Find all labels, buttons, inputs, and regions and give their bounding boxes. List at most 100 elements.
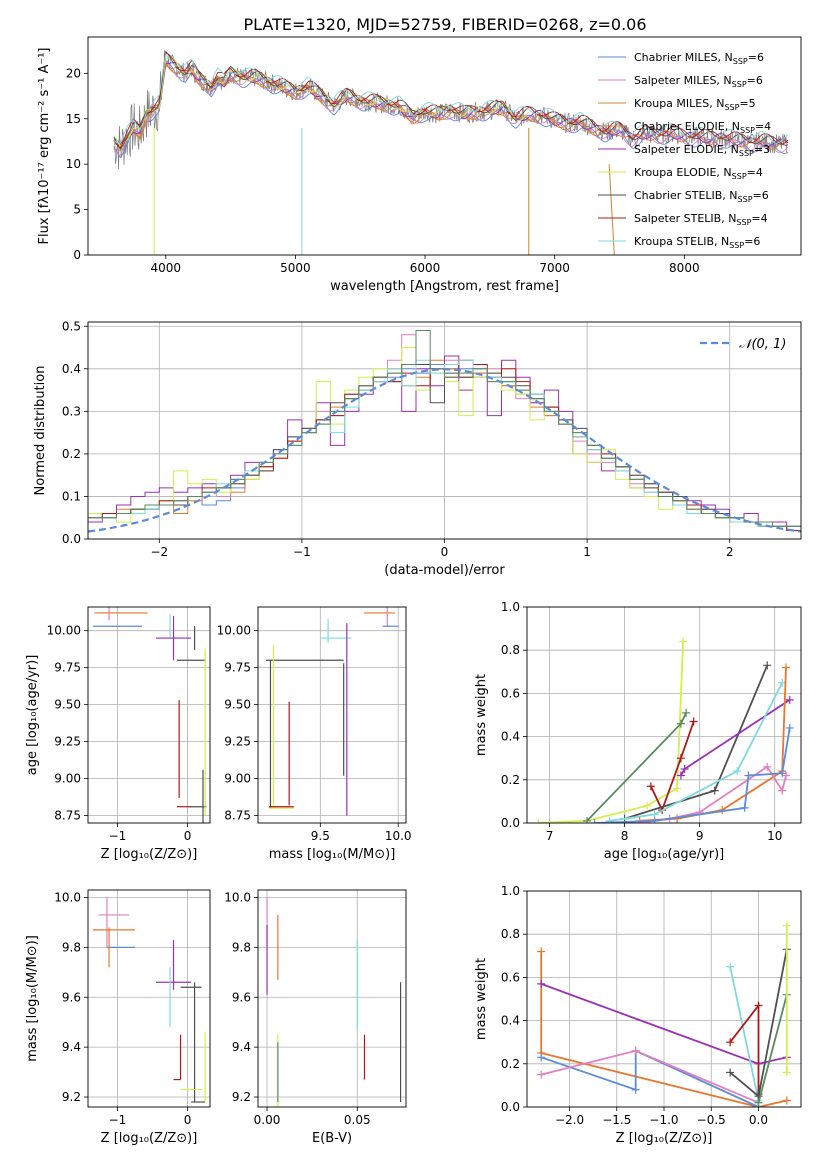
- x-tick-label: 6000: [410, 261, 441, 275]
- data-point-marker: [583, 816, 592, 823]
- legend-subscript: SSP: [736, 218, 751, 227]
- data-point-marker: [680, 765, 689, 773]
- x-axis-label: age [log₁₀(age/yr)]: [604, 847, 725, 862]
- y-tick-label: 15: [66, 112, 81, 126]
- panel-spectrum: 4000 5000 6000 7000 8000 0 5 10 15 20 wavelength […: [37, 36, 802, 294]
- x-axis-label: E(B-V): [312, 1131, 352, 1146]
- data-point-marker: [537, 947, 546, 956]
- data-point-marker: [689, 717, 698, 726]
- y-tick-label: 9.2: [232, 1090, 251, 1104]
- legend-text: Chabrier STELIB, N: [634, 189, 738, 202]
- y-axis-label: mass weight: [474, 674, 489, 756]
- legend-count: =3: [754, 143, 770, 156]
- observed-spectrum: [113, 50, 788, 170]
- mass-weight-series: [540, 1049, 759, 1104]
- plot-area: [265, 607, 399, 816]
- y-axis-label: mass weight: [474, 958, 489, 1040]
- panel-mass_vs_ebv: 0.00 0.05 9.2 9.4 9.6 9.8 10.0 E(B-V): [224, 889, 407, 1146]
- data-point-marker: [646, 782, 655, 791]
- y-tick-label: 9.4: [232, 1040, 251, 1054]
- data-point-marker: [631, 1046, 640, 1055]
- y-tick-label: 9.6: [62, 990, 81, 1004]
- y-tick-label: 1.0: [501, 884, 520, 898]
- plot-area: [534, 637, 794, 823]
- x-tick-label: 0: [441, 545, 449, 559]
- plot-area: [113, 50, 789, 255]
- x-tick-label: 1: [583, 545, 591, 559]
- data-point-marker: [781, 663, 790, 672]
- x-tick-label: 0.0: [749, 1113, 768, 1127]
- legend-subscript: SSP: [729, 241, 744, 250]
- x-tick-label: −1.0: [649, 1113, 678, 1127]
- legend-count: =6: [744, 235, 760, 248]
- y-tick-label: 0.2: [501, 773, 520, 787]
- data-point-marker: [726, 962, 735, 971]
- legend-text: Chabrier ELODIE, N: [634, 120, 740, 133]
- legend-entry: Kroupa STELIB, NSSP=6: [634, 235, 760, 250]
- axes-frame: [257, 606, 407, 824]
- y-tick-label: 0.8: [501, 643, 520, 657]
- panel-mass_vs_Z: −1 0 9.2 9.4 9.6 9.8 10.0 Z [log₁₀(Z/Z⊙)] mass […: [25, 889, 211, 1146]
- x-tick-label: 9.5: [311, 829, 330, 843]
- x-tick-label: −2: [150, 545, 168, 559]
- data-point-marker: [763, 661, 772, 670]
- data-point-marker: [782, 1068, 791, 1077]
- legend-subscript: SSP: [739, 149, 754, 158]
- x-tick-label: −1: [109, 829, 127, 843]
- axes-frame: [526, 890, 802, 1108]
- legend-entry: Kroupa MILES, NSSP=5: [634, 97, 756, 112]
- plot-area: [92, 897, 206, 1103]
- y-tick-label: 9.75: [224, 661, 251, 675]
- legend-text: Salpeter ELODIE, N: [634, 143, 739, 156]
- y-tick-label: 9.4: [62, 1040, 81, 1054]
- model-spectrum: [113, 52, 789, 144]
- y-tick-label: 10.0: [224, 890, 251, 904]
- legend-entry: Salpeter ELODIE, NSSP=3: [634, 143, 770, 158]
- x-tick-label: 8: [621, 829, 629, 843]
- y-tick-label: 10: [66, 157, 81, 171]
- axes-frame: [257, 889, 407, 1108]
- panel-residuals: −2 −1 0 1 2 0.0 0.1 0.2 0.3 0.4 0.5 (data-model)/er…: [33, 319, 802, 578]
- legend-text: Kroupa MILES, N: [634, 97, 724, 110]
- data-point-marker: [740, 803, 749, 812]
- data-point-marker: [682, 708, 691, 717]
- legend-text: Chabrier MILES, N: [634, 51, 733, 64]
- axes-frame: [87, 889, 211, 1108]
- legend-text: Kroupa STELIB, N: [634, 235, 729, 248]
- axes-frame: [87, 36, 802, 256]
- y-tick-label: 0.5: [62, 319, 81, 333]
- y-tick-label: 8.75: [224, 809, 251, 823]
- y-tick-label: 0.3: [62, 404, 81, 418]
- data-point-marker: [744, 771, 753, 780]
- y-tick-label: 0: [73, 248, 81, 262]
- data-point-marker: [785, 695, 794, 704]
- data-point-marker: [710, 786, 719, 795]
- y-tick-label: 5: [73, 203, 81, 217]
- legend-entry: 𝒩(0, 1): [739, 337, 786, 352]
- legend-subscript: SSP: [724, 103, 739, 112]
- y-axis-label: Flux [fλ10⁻¹⁷ erg cm⁻² s⁻¹ A⁻¹]: [37, 48, 52, 245]
- y-tick-label: 9.25: [54, 735, 81, 749]
- data-point-marker: [676, 719, 685, 728]
- data-point-marker: [754, 1098, 763, 1107]
- y-tick-label: 9.25: [224, 735, 251, 749]
- legend-entry: Kroupa ELODIE, NSSP=4: [634, 166, 763, 181]
- x-tick-label: 0: [184, 1113, 192, 1127]
- y-tick-label: 9.2: [62, 1090, 81, 1104]
- data-point-marker: [782, 921, 791, 930]
- mass-weight-series: [650, 721, 695, 813]
- data-point-marker: [534, 819, 543, 823]
- legend-count: =6: [747, 74, 763, 87]
- legend-entry: Salpeter MILES, NSSP=6: [634, 74, 763, 89]
- y-tick-label: 9.00: [54, 772, 81, 786]
- gaussian-curve: [88, 368, 801, 533]
- x-tick-label: 0.00: [254, 1113, 281, 1127]
- data-point-marker: [733, 767, 742, 776]
- x-axis-label: Z [log₁₀(Z/Z⊙)]: [101, 1131, 198, 1146]
- y-tick-label: 0.0: [501, 816, 520, 830]
- legend-text: Salpeter STELIB, N: [634, 212, 736, 225]
- x-tick-label: 8000: [669, 261, 700, 275]
- y-tick-label: 0.6: [501, 970, 520, 984]
